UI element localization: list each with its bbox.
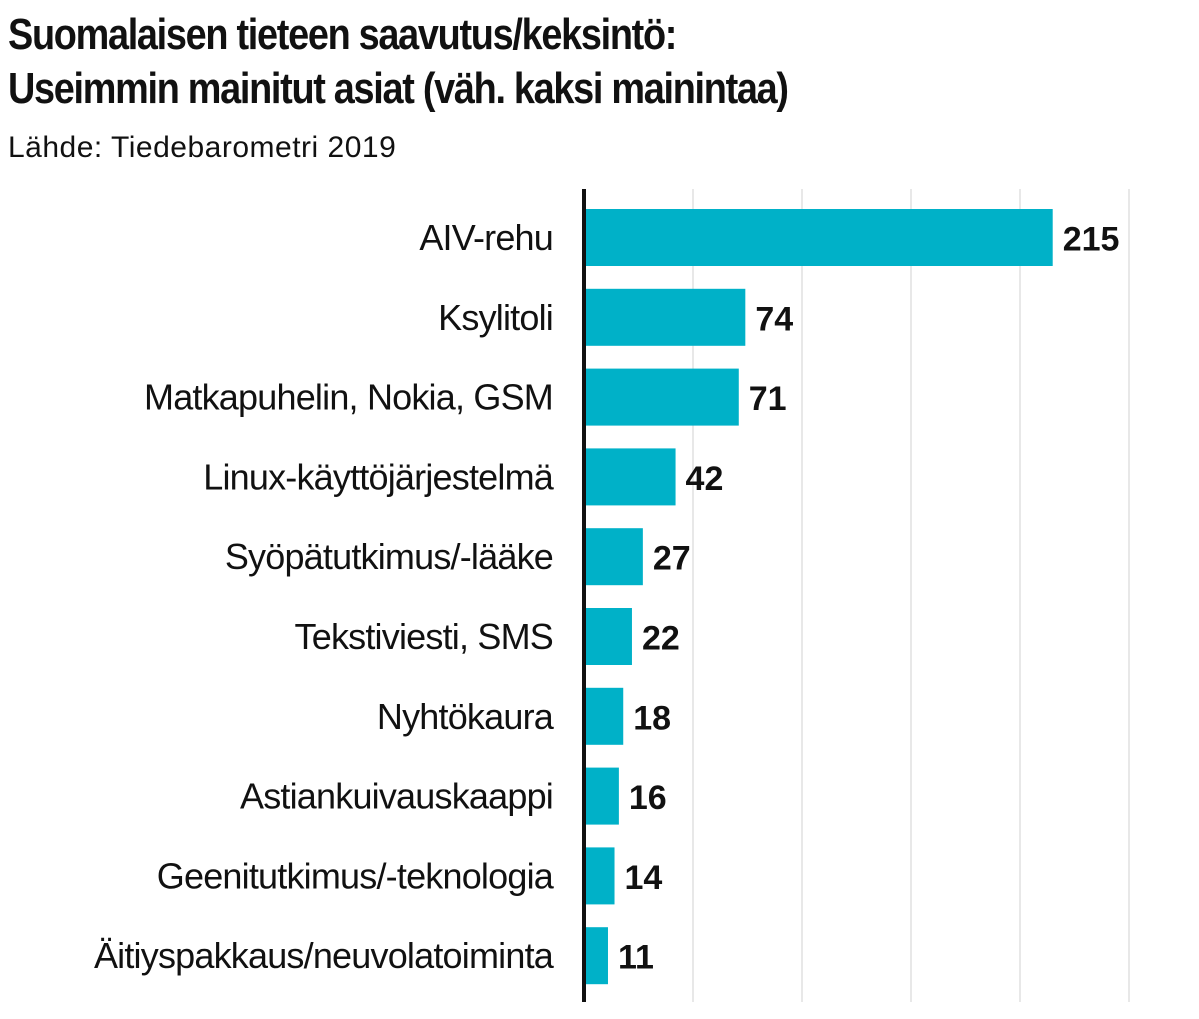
value-label-1: 74 <box>755 300 793 338</box>
category-label-6: Nyhtökaura <box>377 696 555 737</box>
category-label-8: Geenitutkimus/-teknologia <box>157 855 555 896</box>
bar-6 <box>584 687 624 745</box>
value-label-4: 27 <box>653 540 691 578</box>
bar-4 <box>584 528 643 586</box>
bar-9 <box>584 927 608 985</box>
chart-source: Lähde: Tiedebarometri 2019 <box>8 131 397 164</box>
value-label-9: 11 <box>618 939 654 977</box>
value-label-8: 14 <box>625 859 663 897</box>
category-label-5: Tekstiviesti, SMS <box>295 616 553 657</box>
gridlines <box>692 189 1130 1002</box>
bar-0 <box>584 209 1053 266</box>
value-label-6: 18 <box>633 699 671 737</box>
bars <box>584 209 1053 985</box>
chart-title-line-1: Suomalaisen tieteen saavutus/keksintö: <box>8 10 677 59</box>
bar-7 <box>584 767 619 825</box>
bar-3 <box>584 448 676 506</box>
category-label-4: Syöpätutkimus/-lääke <box>225 536 553 577</box>
category-label-7: Astiankuivauskaappi <box>240 776 553 817</box>
bar-2 <box>584 368 739 426</box>
category-label-9: Äitiyspakkaus/neuvolatoiminta <box>94 935 555 976</box>
category-labels: AIV-rehu Ksylitoli Matkapuhelin, Nokia, GS… <box>94 217 556 976</box>
bar-8 <box>584 847 615 905</box>
chart-title: Suomalaisen tieteen saavutus/keksintö: U… <box>8 8 789 116</box>
category-label-1: Ksylitoli <box>438 297 553 338</box>
value-labels: 215 74 71 42 27 22 18 16 14 11 <box>618 221 1119 977</box>
category-label-0: AIV-rehu <box>419 217 553 258</box>
category-label-3: Linux-käyttöjärjestelmä <box>203 456 555 497</box>
value-label-2: 71 <box>749 380 787 418</box>
category-label-2: Matkapuhelin, Nokia, GSM <box>144 377 553 418</box>
value-label-3: 42 <box>686 460 724 498</box>
value-label-5: 22 <box>642 620 680 658</box>
value-label-0: 215 <box>1063 221 1120 259</box>
bar-5 <box>584 608 632 665</box>
bar-1 <box>584 288 746 346</box>
chart-title-line-2: Useimmin mainitut asiat (väh. kaksi main… <box>8 64 789 113</box>
value-label-7: 16 <box>629 779 667 817</box>
